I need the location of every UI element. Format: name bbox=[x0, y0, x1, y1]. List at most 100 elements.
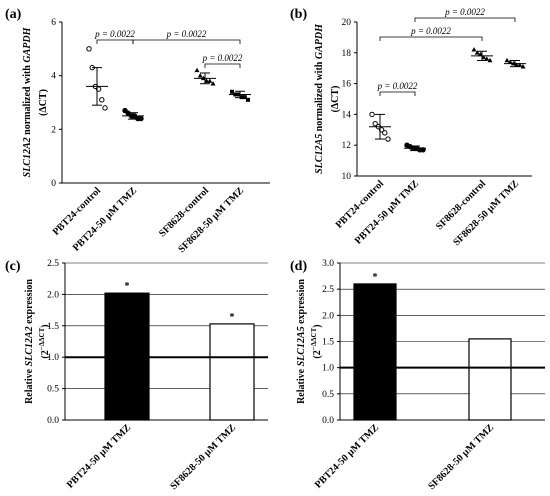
data-point bbox=[207, 78, 213, 83]
y-tick-label: 1.0 bbox=[322, 364, 334, 374]
data-point bbox=[471, 47, 477, 52]
data-point bbox=[520, 64, 526, 69]
data-point bbox=[239, 95, 244, 100]
x-tick-label: PBT24-50 μM TMZ bbox=[65, 422, 133, 490]
data-point bbox=[504, 57, 510, 63]
data-point bbox=[382, 130, 388, 136]
y-tick-label: 0 bbox=[51, 179, 56, 189]
y-tick-label: 14 bbox=[342, 110, 352, 120]
p-value: p = 0.0022 bbox=[94, 29, 135, 39]
p-value: p = 0.0022 bbox=[410, 26, 451, 36]
y-tick-label: 2.5 bbox=[47, 259, 59, 269]
data-point bbox=[517, 62, 523, 67]
y-axis-label-part: Relative bbox=[24, 366, 35, 404]
y-axis-label-part: normalized with bbox=[314, 59, 325, 134]
y-axis-label-part: SLC12A2 bbox=[22, 137, 33, 177]
data-point bbox=[102, 105, 108, 111]
data-point bbox=[197, 73, 203, 78]
data-point bbox=[138, 115, 144, 122]
y-tick-label: 4 bbox=[51, 72, 56, 82]
y-tick-label: 12 bbox=[342, 141, 352, 151]
y-tick-label: 0.0 bbox=[322, 416, 334, 426]
y-tick-label: 16 bbox=[342, 80, 352, 90]
data-point bbox=[230, 89, 234, 94]
y-axis-label-part: GAPDH bbox=[22, 26, 33, 62]
y-axis-label-part: expression bbox=[296, 279, 307, 327]
y-tick-label: 1.5 bbox=[47, 322, 59, 332]
data-point bbox=[487, 57, 493, 63]
x-tick-label: SF8628-50 μM TMZ bbox=[426, 422, 496, 492]
y-axis-label-part: −ΔΔCT bbox=[38, 327, 46, 350]
data-point bbox=[99, 97, 105, 103]
y-axis-label: SLC12A5 normalized with GAPDH bbox=[314, 23, 325, 174]
y-tick-label: 6 bbox=[51, 18, 56, 28]
y-axis-label-part: GAPDH bbox=[314, 23, 325, 59]
significance-bracket bbox=[379, 36, 483, 41]
y-axis-label: (2−ΔΔCT) bbox=[310, 324, 323, 358]
p-value: p = 0.0022 bbox=[202, 53, 243, 63]
y-axis-label-part: (2 bbox=[312, 350, 323, 358]
significance-bracket bbox=[379, 91, 416, 96]
data-point bbox=[385, 136, 391, 142]
y-tick-label: 10 bbox=[342, 172, 352, 182]
significance-bracket bbox=[96, 39, 134, 44]
panel-label: (c) bbox=[5, 259, 21, 274]
y-tick-label: 1.0 bbox=[47, 353, 59, 363]
y-axis-label: Relative SLC12A2 expression bbox=[24, 279, 35, 404]
y-axis-label: Relative SLC12A5 expression bbox=[296, 279, 307, 404]
bar bbox=[353, 283, 397, 421]
x-tick-label: PBT24-50 μM TMZ bbox=[71, 185, 139, 253]
data-point bbox=[242, 95, 247, 100]
significance-star: * bbox=[230, 312, 235, 323]
y-axis-label-part: SLC12A5 bbox=[314, 134, 325, 174]
data-point bbox=[484, 56, 490, 61]
y-tick-label: 2.0 bbox=[47, 290, 59, 300]
data-point bbox=[474, 50, 480, 55]
y-tick-label: 0.5 bbox=[47, 385, 59, 395]
y-tick-label: 2 bbox=[51, 125, 56, 135]
y-axis-label: (ΔCT) bbox=[38, 89, 49, 116]
x-tick-label: SF8628-50 μM TMZ bbox=[176, 185, 246, 255]
y-axis-label-part: ) bbox=[312, 324, 323, 327]
data-point bbox=[246, 97, 250, 102]
panel-label: (b) bbox=[290, 7, 307, 22]
bar bbox=[468, 338, 512, 421]
y-axis-label-part: (2 bbox=[40, 350, 51, 358]
y-tick-label: 0.0 bbox=[47, 416, 59, 426]
y-axis-label-part: Relative bbox=[296, 366, 307, 404]
panel-label: (d) bbox=[290, 259, 307, 274]
y-tick-label: 3.0 bbox=[322, 259, 334, 269]
data-point bbox=[194, 67, 200, 73]
x-tick-label: SF8628-50 μM TMZ bbox=[168, 422, 238, 492]
y-tick-label: 18 bbox=[342, 49, 352, 59]
y-axis-label-part: SLC12A5 bbox=[296, 326, 307, 366]
significance-bracket bbox=[414, 17, 516, 22]
y-axis-label-part: −ΔΔCT bbox=[310, 327, 318, 350]
y-axis-label-part: ) bbox=[40, 324, 51, 327]
p-value: p = 0.0022 bbox=[377, 81, 418, 91]
y-tick-label: 2.5 bbox=[322, 285, 334, 295]
y-axis-label-part: normalized with bbox=[22, 63, 33, 138]
x-tick-label: PBT24-50 μM TMZ bbox=[313, 422, 381, 490]
significance-bracket bbox=[204, 63, 241, 68]
y-axis-label: SLC12A2 normalized with GAPDH bbox=[22, 26, 33, 177]
y-tick-label: 2.0 bbox=[322, 311, 334, 321]
x-tick-label: PBT24-50 μM TMZ bbox=[353, 178, 421, 246]
y-axis-label: (2−ΔΔCT) bbox=[38, 324, 51, 358]
data-point bbox=[210, 81, 216, 86]
y-axis-label-part: (ΔCT) bbox=[330, 86, 341, 113]
y-tick-label: 20 bbox=[342, 18, 352, 28]
y-axis-label: (ΔCT) bbox=[330, 86, 341, 113]
data-point bbox=[86, 46, 92, 52]
data-point bbox=[369, 111, 375, 118]
bar bbox=[209, 323, 255, 421]
panel-label: (a) bbox=[5, 7, 22, 22]
p-value: p = 0.0022 bbox=[166, 29, 207, 39]
y-axis-label-part: expression bbox=[24, 279, 35, 327]
significance-star: * bbox=[373, 272, 378, 283]
y-axis-label-part: SLC12A2 bbox=[24, 326, 35, 366]
p-value: p = 0.0022 bbox=[444, 7, 485, 17]
significance-star: * bbox=[125, 281, 130, 292]
y-tick-label: 1.5 bbox=[322, 338, 334, 348]
y-axis-label-part: (ΔCT) bbox=[38, 89, 49, 116]
